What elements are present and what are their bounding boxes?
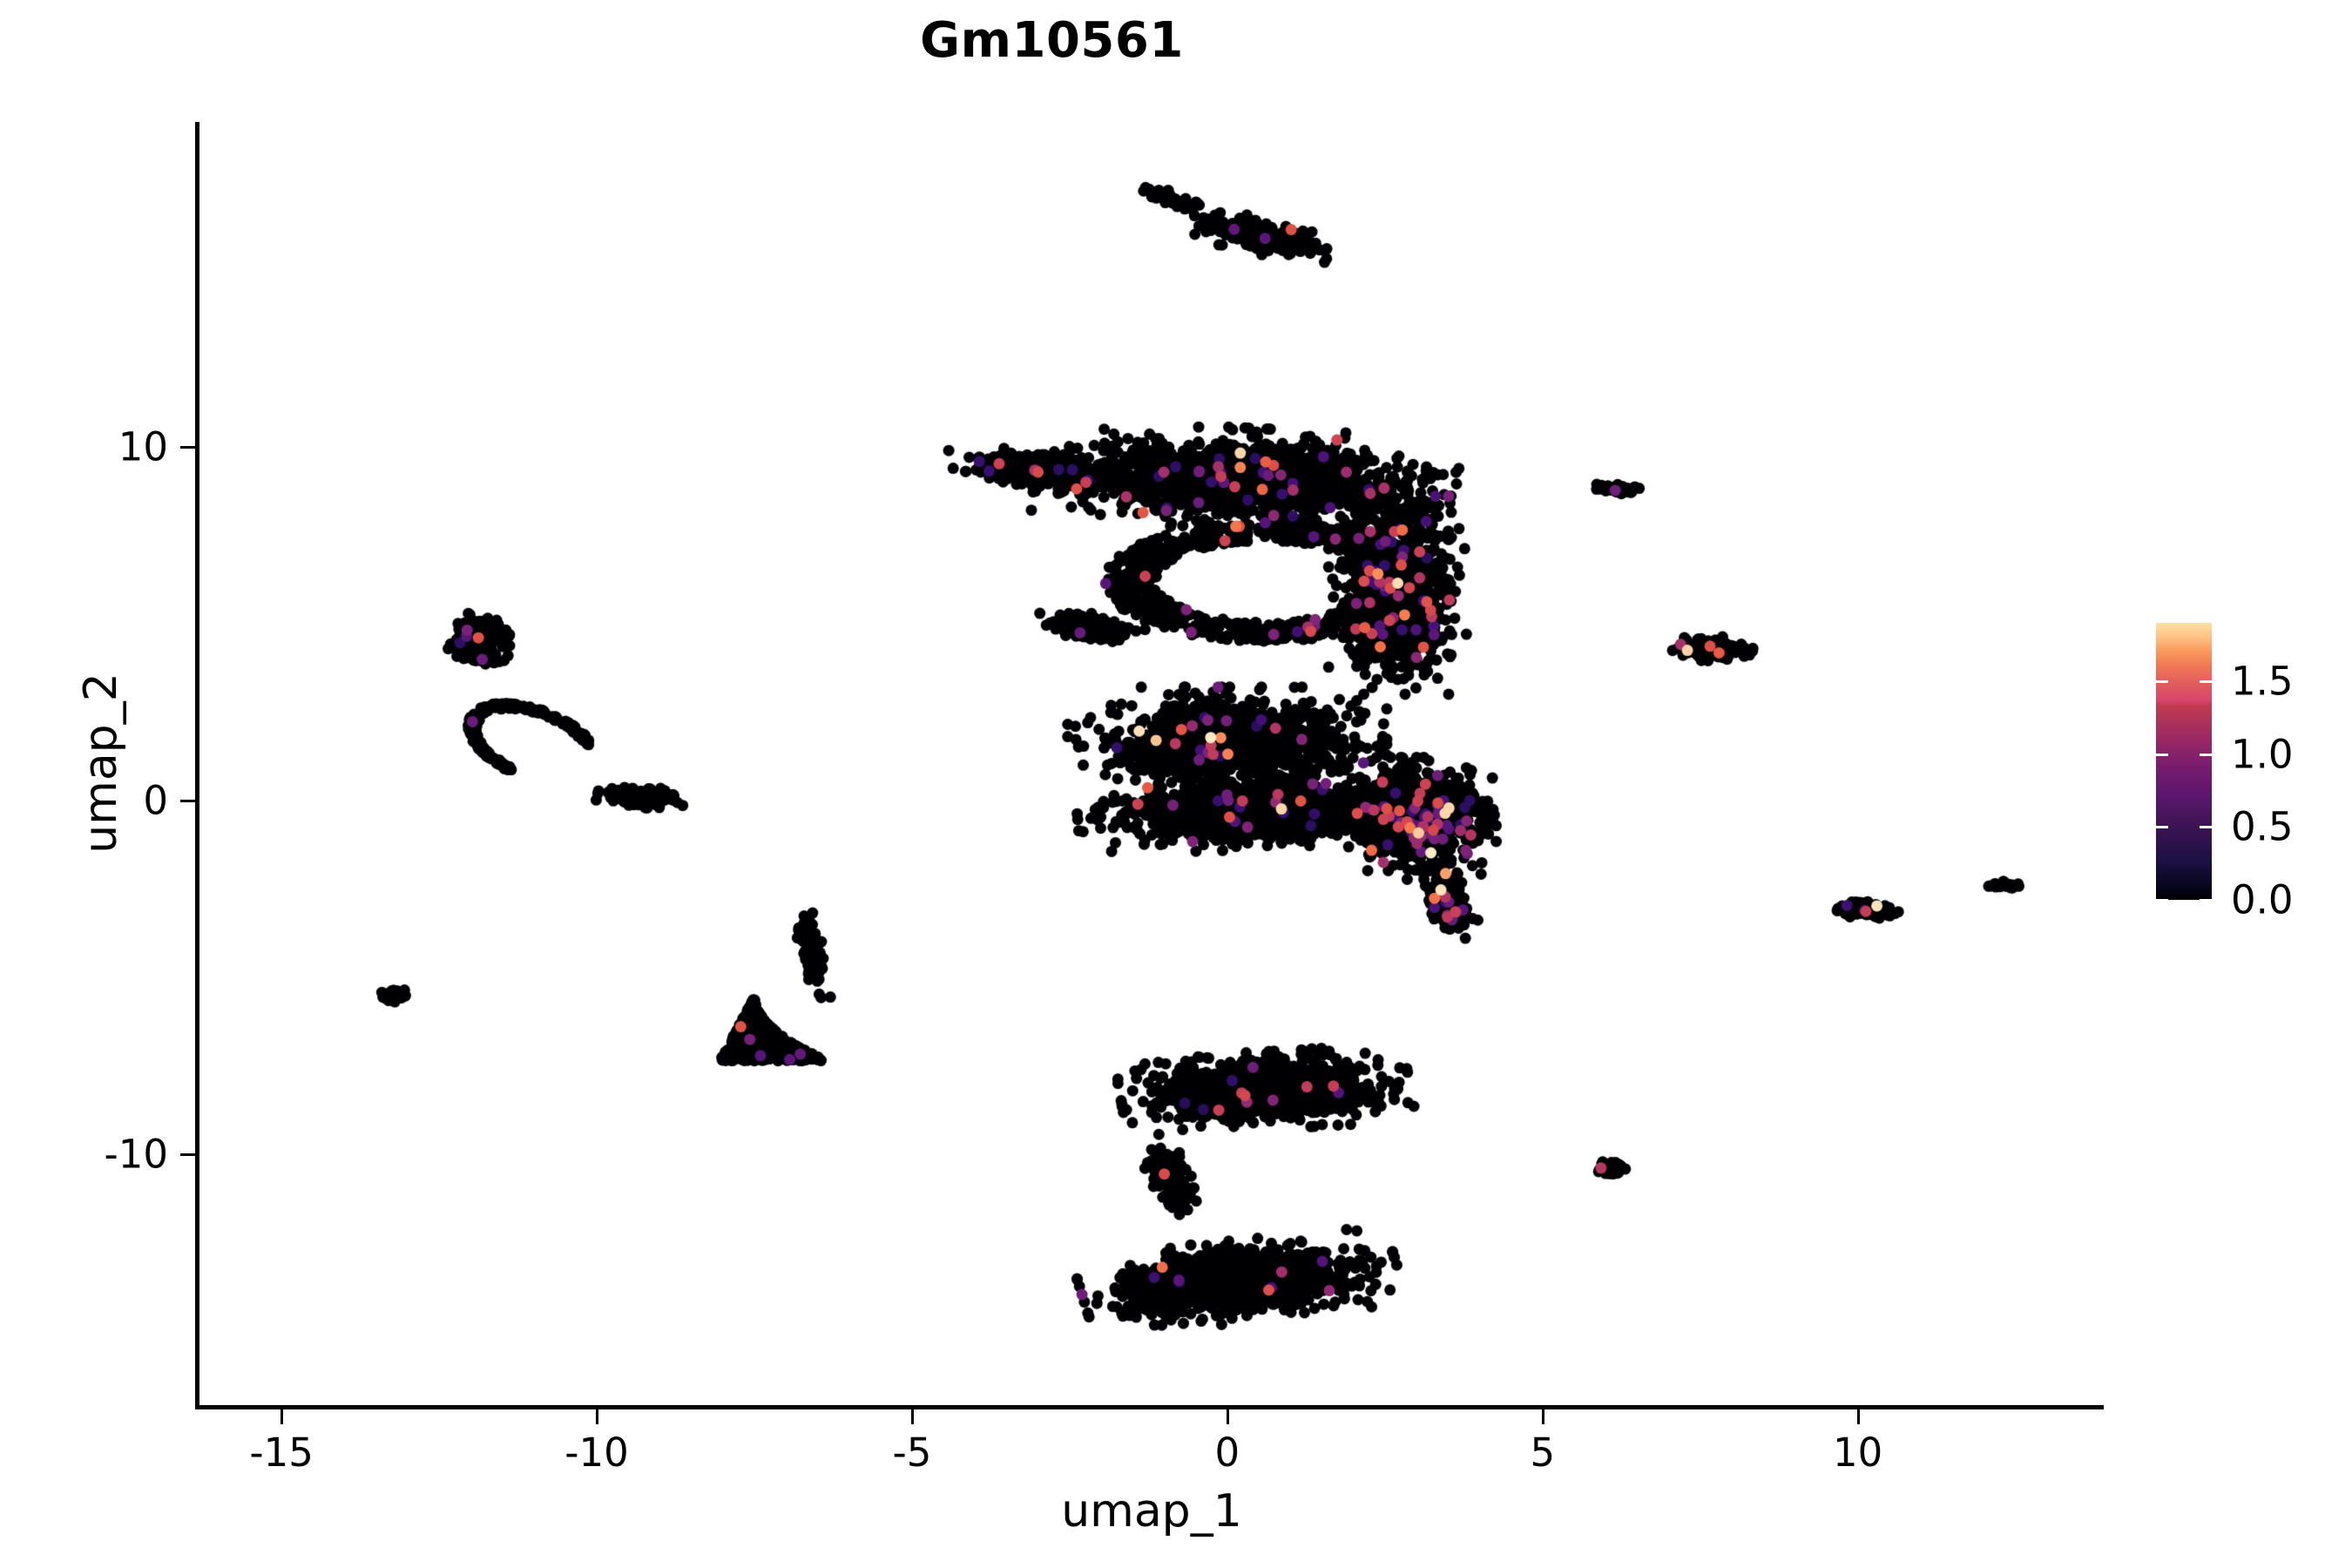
x-tick-label: -10	[564, 1429, 629, 1476]
colorbar-tick-mark	[2200, 899, 2212, 902]
x-tick-label: 0	[1214, 1429, 1240, 1476]
colorbar-tick-mark	[2200, 826, 2212, 829]
x-tick-label: -15	[249, 1429, 314, 1476]
scatter-plot	[199, 122, 2104, 1405]
x-tick	[1541, 1409, 1544, 1424]
y-tick-label: -10	[104, 1131, 169, 1178]
x-tick	[1226, 1409, 1229, 1424]
colorbar-tick-mark	[2156, 899, 2168, 902]
colorbar-tick-label: 1.5	[2231, 658, 2294, 705]
y-tick	[180, 446, 195, 449]
colorbar-tick-mark	[2200, 679, 2212, 683]
x-tick	[596, 1409, 599, 1424]
y-tick-label: 10	[118, 423, 168, 470]
y-tick	[180, 1152, 195, 1156]
x-tick	[280, 1409, 284, 1424]
x-tick	[1856, 1409, 1860, 1424]
x-tick	[910, 1409, 914, 1424]
colorbar-tick-mark	[2156, 826, 2168, 829]
colorbar-tick-mark	[2156, 753, 2168, 756]
y-tick-label: 0	[143, 777, 168, 824]
x-tick-label: 5	[1530, 1429, 1556, 1476]
y-axis-label: umap_2	[74, 672, 127, 854]
colorbar-tick-mark	[2200, 753, 2212, 756]
page-title: Gm10561	[920, 12, 1184, 69]
y-axis-spine	[195, 122, 199, 1409]
y-tick	[180, 800, 195, 803]
colorbar[interactable]	[2156, 623, 2212, 902]
x-axis-spine	[195, 1405, 2104, 1409]
x-tick-label: -5	[892, 1429, 932, 1476]
colorbar-tick-label: 0.5	[2231, 803, 2294, 850]
plot-area[interactable]	[199, 122, 2104, 1405]
colorbar-tick-label: 0.0	[2231, 876, 2294, 923]
colorbar-gradient	[2156, 623, 2212, 900]
x-tick-label: 10	[1833, 1429, 1883, 1476]
colorbar-tick-mark	[2156, 679, 2168, 683]
x-axis-label: umap_1	[1061, 1485, 1242, 1538]
colorbar-tick-label: 1.0	[2231, 731, 2294, 778]
